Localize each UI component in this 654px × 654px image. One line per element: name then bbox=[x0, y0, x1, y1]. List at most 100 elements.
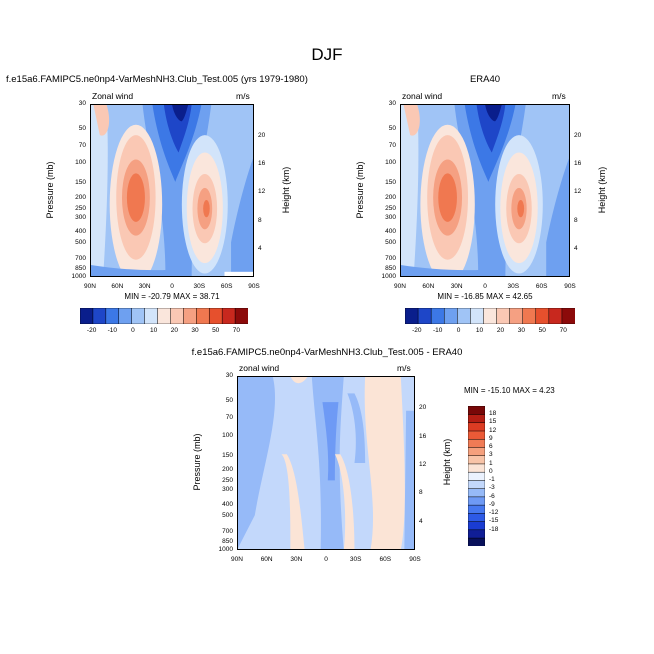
model-stats: MIN = -20.79 MAX = 38.71 bbox=[124, 292, 220, 301]
diff-colorbar-box-2 bbox=[468, 521, 485, 531]
diff-right-label: m/s bbox=[397, 363, 411, 373]
obs-surface-easterlies bbox=[400, 264, 502, 277]
diff-colorbar-label-13: -15 bbox=[489, 517, 499, 525]
model-ytick-70: 70 bbox=[78, 141, 86, 149]
model-xtick-4: 30S bbox=[193, 283, 206, 290]
obs-colorbar-label-2: 0 bbox=[456, 327, 461, 334]
obs-colorbar-box-1 bbox=[417, 308, 432, 324]
obs-stats: MIN = -16.85 MAX = 42.65 bbox=[437, 292, 533, 301]
obs-y2tick-8: 8 bbox=[574, 216, 578, 224]
diff-ytick-400: 400 bbox=[222, 500, 233, 508]
obs-ytick-30: 30 bbox=[388, 100, 396, 107]
obs-right-label: m/s bbox=[552, 91, 566, 101]
obs-ytick-50: 50 bbox=[388, 125, 396, 133]
obs-sh-jet-core bbox=[517, 199, 525, 218]
obs-colorbar-box-6 bbox=[483, 308, 498, 324]
model-ytick-250: 250 bbox=[75, 204, 86, 212]
obs-xtick-2: 30N bbox=[450, 283, 463, 290]
model-nh-strat-westerly bbox=[93, 104, 110, 136]
diff-colorbar-label-9: -3 bbox=[489, 484, 495, 492]
obs-colorbar-box-4 bbox=[457, 308, 471, 324]
model-nh-polar bbox=[90, 104, 108, 277]
diff-ylabel: Pressure (mb) bbox=[192, 433, 202, 491]
obs-nh-jet-core bbox=[438, 173, 457, 222]
diff-polar-negative bbox=[404, 410, 415, 550]
obs-y2tick-4: 4 bbox=[574, 244, 578, 252]
diff-ytick-30: 30 bbox=[225, 372, 233, 379]
obs-colorbar-box-0 bbox=[405, 308, 419, 324]
obs-colorbar-label-0: -20 bbox=[412, 327, 422, 334]
diff-colorbar-box-9 bbox=[468, 463, 485, 473]
diff-colorbar-label-4: 6 bbox=[489, 443, 493, 451]
obs-ytick-150: 150 bbox=[385, 179, 396, 187]
model-left-label: Zonal wind bbox=[92, 91, 134, 101]
diff-colorbar-box-13 bbox=[468, 430, 485, 440]
model-y2label: Height (km) bbox=[281, 166, 291, 213]
model-sh-jet-core bbox=[203, 199, 210, 218]
model-ytick-150: 150 bbox=[75, 179, 86, 187]
diff-y2tick-4: 4 bbox=[419, 517, 423, 525]
model-colorbar-box-5 bbox=[144, 308, 159, 324]
obs-left-label: zonal wind bbox=[402, 91, 443, 101]
diff-xtick-3: 0 bbox=[324, 556, 328, 563]
diff-ytick-700: 700 bbox=[222, 528, 233, 536]
obs-contour-plot bbox=[400, 104, 570, 277]
model-ytick-200: 200 bbox=[75, 193, 86, 201]
obs-xtick-1: 60N bbox=[422, 283, 435, 290]
diff-eq-positive bbox=[334, 454, 355, 550]
obs-colorbar-box-11 bbox=[548, 308, 563, 324]
diff-ytick-300: 300 bbox=[222, 486, 233, 494]
obs-xtick-3: 0 bbox=[483, 283, 487, 290]
diff-xtick-4: 30S bbox=[349, 556, 362, 563]
diff-colorbar-box-16 bbox=[468, 406, 485, 415]
diff-ytick-850: 850 bbox=[222, 537, 233, 545]
obs-colorbar-box-10 bbox=[535, 308, 550, 324]
diff-y2tick-16: 16 bbox=[419, 432, 427, 440]
diff-colorbar-box-11 bbox=[468, 446, 485, 456]
diff-nh-positive bbox=[281, 454, 305, 550]
model-colorbar-box-9 bbox=[196, 308, 210, 324]
diff-colorbar-box-0 bbox=[468, 537, 485, 546]
diff-colorbar-label-1: 15 bbox=[489, 418, 497, 426]
diff-colorbar-box-3 bbox=[468, 512, 485, 522]
model-contour-plot bbox=[90, 104, 254, 277]
diff-colorbar-box-12 bbox=[468, 438, 485, 448]
model-colorbar-label-5: 30 bbox=[191, 327, 199, 334]
diff-colorbar-box-1 bbox=[468, 529, 485, 539]
diff-xtick-5: 60S bbox=[379, 556, 392, 563]
diff-colorbar-label-3: 9 bbox=[489, 434, 493, 442]
diff-stats: MIN = -15.10 MAX = 4.23 bbox=[464, 386, 555, 395]
diff-contour-plot bbox=[237, 376, 415, 550]
obs-colorbar-box-8 bbox=[509, 308, 524, 324]
diff-y2label: Height (km) bbox=[442, 438, 452, 486]
model-colorbar-box-0 bbox=[80, 308, 94, 324]
model-colorbar-box-1 bbox=[92, 308, 107, 324]
diff-sh-negative bbox=[347, 393, 366, 463]
model-y2tick-4: 4 bbox=[258, 244, 262, 252]
obs-colorbar-box-12 bbox=[561, 308, 575, 324]
diff-y2tick-20: 20 bbox=[419, 404, 427, 412]
obs-colorbar-box-3 bbox=[443, 308, 458, 324]
model-colorbar-box-2 bbox=[105, 308, 120, 324]
diff-colorbar-label-2: 12 bbox=[489, 426, 497, 434]
obs-ylabel: Pressure (mb) bbox=[355, 161, 365, 219]
model-xtick-1: 60N bbox=[111, 283, 124, 290]
diff-colorbar-box-8 bbox=[468, 471, 485, 481]
model-xtick-0: 90N bbox=[84, 283, 96, 290]
diff-colorbar-box-5 bbox=[468, 496, 485, 506]
obs-ytick-700: 700 bbox=[385, 255, 396, 263]
diff-y2tick-12: 12 bbox=[419, 460, 427, 468]
model-nh-jet-core bbox=[126, 173, 145, 222]
obs-panel-title: ERA40 bbox=[469, 74, 501, 85]
model-sh-polar bbox=[231, 155, 254, 277]
obs-xtick-6: 90S bbox=[564, 283, 576, 290]
diff-ytick-250: 250 bbox=[222, 477, 233, 485]
model-ytick-1000: 1000 bbox=[71, 273, 86, 280]
diff-ytick-1000: 1000 bbox=[218, 546, 233, 553]
diff-y2tick-8: 8 bbox=[419, 489, 423, 497]
model-colorbar-box-6 bbox=[157, 308, 172, 324]
model-ytick-850: 850 bbox=[75, 264, 86, 272]
model-colorbar-box-4 bbox=[131, 308, 146, 324]
obs-colorbar-label-7: 70 bbox=[559, 327, 567, 334]
model-ytick-700: 700 bbox=[75, 255, 86, 263]
